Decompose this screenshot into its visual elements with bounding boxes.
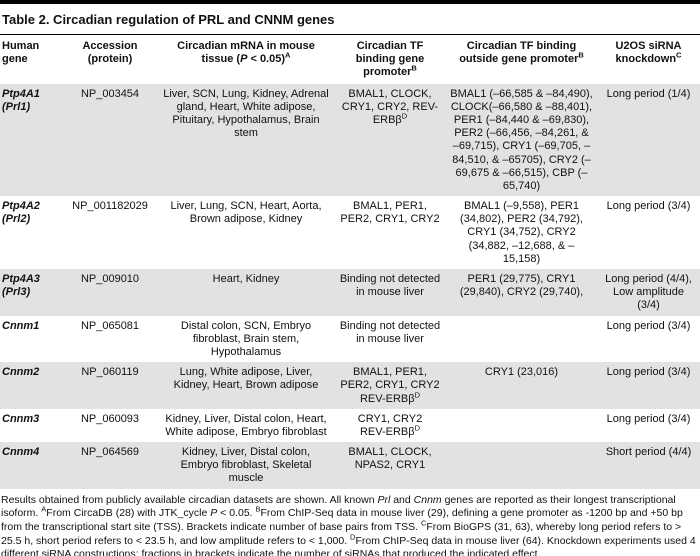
header-human-gene: Human gene <box>2 40 40 66</box>
table-body: Ptp4A1 (Prl1) NP_003454 Liver, SCN, Lung… <box>0 83 700 489</box>
header-knockdown: U2OS siRNA knockdownC <box>615 40 682 66</box>
cell-knockdown: Long period (4/4), Low amplitude (3/4) <box>605 273 692 312</box>
cell-tf-promoter: BMAL1, PER1, PER2, CRY1, CRY2 <box>340 200 440 226</box>
cell-knockdown: Long period (1/4) <box>606 87 691 100</box>
cell-tissue: Liver, Lung, SCN, Heart, Aorta, Brown ad… <box>170 200 322 226</box>
table-footnotes: Results obtained from publicly available… <box>0 489 700 556</box>
cell-tf-outside: BMAL1 (–66,585 & –84,490), CLOCK(–66,580… <box>450 87 593 192</box>
cell-knockdown: Long period (3/4) <box>606 412 691 425</box>
header-row: Human gene Accession (protein) Circadian… <box>0 35 700 84</box>
header-accession: Accession (protein) <box>82 40 138 66</box>
cell-human-gene: Cnnm1 <box>2 319 40 332</box>
table-row: Cnnm2 NP_060119 Lung, White adipose, Liv… <box>0 362 700 409</box>
table-header: Human gene Accession (protein) Circadian… <box>0 35 700 84</box>
cell-human-gene: Ptp4A3 (Prl3) <box>2 273 40 299</box>
table-row: Cnnm1 NP_065081 Distal colon, SCN, Embry… <box>0 316 700 363</box>
cell-tf-promoter: Binding not detected in mouse liver <box>339 319 441 345</box>
cell-tf-promoter: BMAL1, CLOCK, NPAS2, CRY1 <box>348 446 432 472</box>
cell-human-gene: Cnnm2 <box>2 366 40 379</box>
table-row: Cnnm4 NP_064569 Kidney, Liver, Distal co… <box>0 442 700 489</box>
cell-tf-promoter: Binding not detected in mouse liver <box>339 273 441 299</box>
cell-knockdown: Short period (4/4) <box>605 446 692 459</box>
cell-knockdown: Long period (3/4) <box>606 366 691 379</box>
table-row: Ptp4A1 (Prl1) NP_003454 Liver, SCN, Lung… <box>0 83 700 197</box>
cell-human-gene: Ptp4A2 (Prl2) <box>2 200 40 226</box>
cell-accession: NP_003454 <box>80 87 140 100</box>
cell-accession: NP_060119 <box>81 366 139 379</box>
cell-tf-outside <box>446 442 597 489</box>
cell-accession: NP_065081 <box>80 319 140 332</box>
header-tissue: Circadian mRNA in mouse tissue (P < 0.05… <box>177 40 315 66</box>
cell-tissue: Liver, SCN, Lung, Kidney, Adrenal gland,… <box>163 87 329 140</box>
cell-tissue: Lung, White adipose, Liver, Kidney, Hear… <box>173 366 319 392</box>
cell-accession: NP_064569 <box>80 446 140 459</box>
table-row: Cnnm3 NP_060093 Kidney, Liver, Distal co… <box>0 409 700 442</box>
cell-tissue: Kidney, Liver, Distal colon, Heart, Whit… <box>165 412 327 438</box>
table-row: Ptp4A2 (Prl2) NP_001182029 Liver, Lung, … <box>0 196 700 269</box>
cell-accession: NP_001182029 <box>72 200 148 213</box>
cell-tf-promoter: BMAL1, CLOCK, CRY1, CRY2, REV-ERBβD <box>341 87 439 126</box>
header-tf-outside: Circadian TF binding outside gene promot… <box>459 40 584 66</box>
table-title: Table 2. Circadian regulation of PRL and… <box>0 4 700 35</box>
cell-tissue: Kidney, Liver, Distal colon, Embryo fibr… <box>180 446 312 485</box>
cell-human-gene: Ptp4A1 (Prl1) <box>2 87 40 113</box>
cell-knockdown: Long period (3/4) <box>606 319 691 332</box>
cell-accession: NP_009010 <box>80 273 140 285</box>
cell-accession: NP_060093 <box>80 412 140 425</box>
cell-tissue: Distal colon, SCN, Embryo fibroblast, Br… <box>180 319 312 358</box>
cell-tf-outside <box>446 316 597 363</box>
cell-tf-outside: PER1 (29,775), CRY1 (29,840), CRY2 (29,7… <box>459 273 584 299</box>
data-table: Human gene Accession (protein) Circadian… <box>0 35 700 489</box>
header-tf-promoter: Circadian TF binding gene promoterB <box>355 40 425 79</box>
cell-tf-outside: CRY1 (23,016) <box>484 366 559 379</box>
cell-human-gene: Cnnm4 <box>2 446 40 459</box>
top-rule <box>0 0 700 4</box>
table-row: Ptp4A3 (Prl3) NP_009010 Heart, Kidney Bi… <box>0 269 700 316</box>
cell-tf-outside <box>446 409 597 442</box>
cell-human-gene: Cnnm3 <box>2 412 40 425</box>
cell-tf-outside: BMAL1 (–9,558), PER1 (34,802), PER2 (34,… <box>460 200 583 265</box>
cell-tissue: Heart, Kidney <box>212 273 280 285</box>
cell-tf-promoter: CRY1, CRY2 REV-ERBβD <box>357 412 423 438</box>
cell-knockdown: Long period (3/4) <box>606 200 691 213</box>
cell-tf-promoter: BMAL1, PER1, PER2, CRY1, CRY2 REV-ERBβD <box>340 366 440 405</box>
